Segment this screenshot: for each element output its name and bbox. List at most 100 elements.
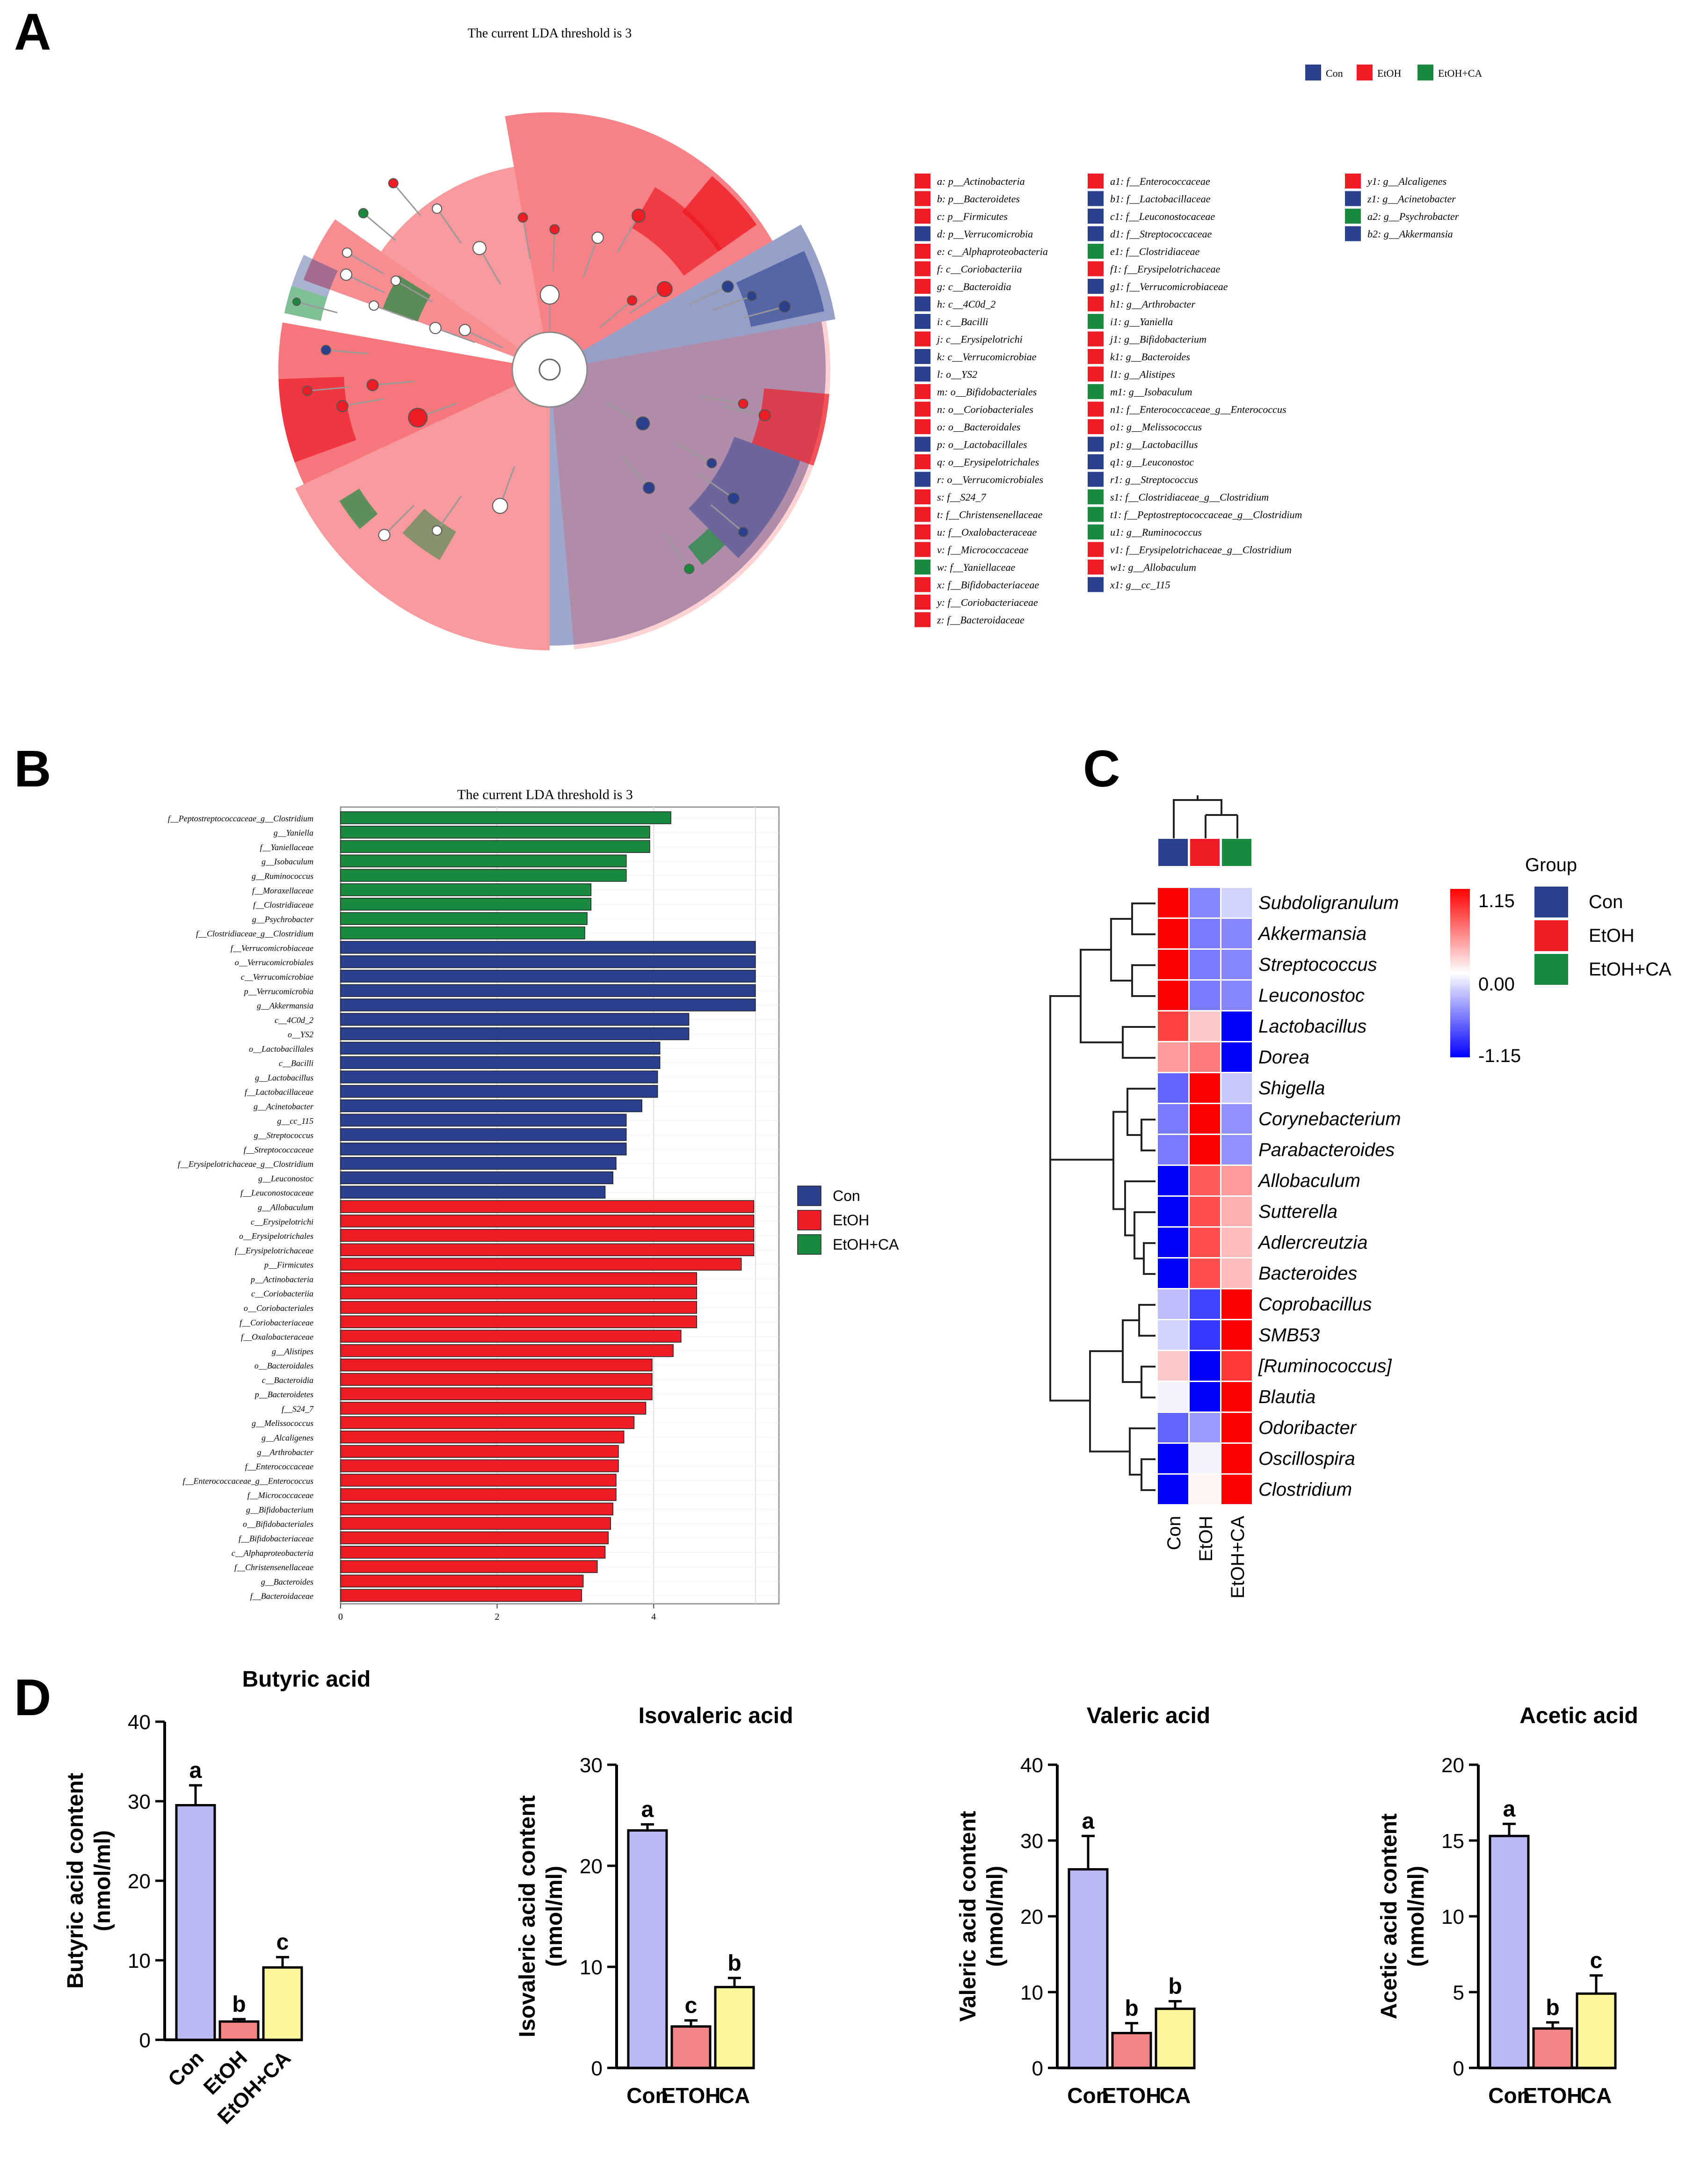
acetic-bar [1576, 1992, 1617, 2069]
clade-node [390, 276, 401, 286]
cladogram-key-label: m1: g__Isobaculum [1110, 386, 1192, 398]
heatmap-cell [1190, 950, 1220, 979]
lda-bar-label: f__Lactobacillaceae [245, 1087, 313, 1097]
lda-bar-label: c__Bacteroidia [262, 1375, 313, 1385]
heatmap-row-label: Coprobacillus [1258, 1294, 1372, 1315]
butyric-bar [175, 1804, 216, 2041]
butyric-y-label-unit: (nmol/ml) [90, 1830, 115, 1931]
cladogram-key-swatch [1345, 174, 1361, 189]
clade-branch [342, 398, 384, 407]
clade-branch [522, 217, 531, 259]
clade-node [358, 208, 369, 218]
lda-bar [340, 1171, 614, 1185]
heatmap-cell [1158, 1413, 1188, 1442]
cladogram-key-swatch [915, 577, 930, 592]
acetic-y-tick-label: 5 [1453, 1981, 1464, 2004]
lda-legend-label: EtOH+CA [833, 1236, 899, 1253]
cladogram-key-swatch [1088, 384, 1104, 399]
lda-bar-label: f__Clostridiaceae_g__Clostridium [196, 929, 313, 939]
valeric-title: Valeric acid [1087, 1703, 1210, 1728]
isovaleric-y-tick-label: 30 [580, 1754, 603, 1777]
clade-node [292, 298, 301, 306]
butyric-y-tick-label: 20 [128, 1870, 151, 1893]
heatmap-row-label: Bacteroides [1258, 1263, 1357, 1284]
heatmap-cell [1221, 1444, 1252, 1473]
heatmap-cell [1190, 1289, 1220, 1319]
cladogram-key-swatch [915, 507, 930, 522]
heatmap-cell [1221, 1320, 1252, 1350]
cladogram-key-swatch [1088, 314, 1104, 329]
heatmap-cell [1221, 1259, 1252, 1288]
lda-bar-label: g__Alcaligenes [262, 1433, 313, 1442]
legend-swatch [1417, 65, 1433, 80]
clade-node [591, 232, 604, 244]
lda-bar [340, 1258, 742, 1271]
clade-node [643, 481, 655, 494]
clade-sector-bacilli [550, 321, 826, 646]
butyric-bar [218, 2020, 260, 2041]
cladogram-key-label: o: o__Bacteroidales [937, 421, 1020, 433]
clade-node [458, 324, 471, 336]
lda-x-tick-label: 2 [495, 1612, 500, 1622]
butyric-chart: Butyric acid 0 10 20 30 40 Butyric acid conten… [63, 1667, 371, 2129]
heatmap-row-label: Lactobacillus [1258, 1016, 1366, 1037]
heatmap-cell [1190, 1259, 1220, 1288]
valeric-bar [1155, 2008, 1196, 2069]
lda-bar [340, 1517, 611, 1530]
clade-node [369, 300, 379, 311]
cladogram-key-swatch [1088, 560, 1104, 575]
lda-bar-label: g__Acinetobacter [254, 1102, 314, 1111]
panel-b-lda-chart: The current LDA threshold is 3 f__Peptost… [168, 787, 899, 1622]
acetic-sig-letter: c [1590, 1948, 1603, 1973]
clade-sector-allobaculum [278, 377, 356, 463]
isovaleric-x-label: Con [626, 2083, 668, 2108]
lda-bar [340, 1027, 690, 1040]
lda-bar-label: f__Bifidobacteriaceae [239, 1534, 313, 1543]
lda-bar-label: g__Melissococcus [252, 1419, 313, 1428]
clade-sector-bacteroidetes [505, 112, 773, 370]
lda-bar-label: g__Akkermansia [257, 1001, 313, 1011]
cladogram-key-swatch [1088, 489, 1104, 504]
cladogram-key-swatch [1345, 209, 1361, 224]
lda-bar-label: g__Streptococcus [254, 1131, 313, 1140]
cladogram-key-label: o1: g__Melissococcus [1110, 421, 1202, 433]
lda-legend-label: Con [833, 1187, 860, 1204]
cladogram-key-label: u1: g__Ruminococcus [1110, 526, 1202, 538]
clade-sector-yaniella [382, 275, 431, 322]
lda-bar-label: f__Oxalobacteraceae [241, 1332, 313, 1342]
clade-branch [664, 534, 690, 569]
heatmap-cell [1158, 1011, 1188, 1041]
heatmap-row-label: Sutterella [1258, 1201, 1337, 1222]
heatmap-cell [1158, 1042, 1188, 1072]
clade-sector-akkermansia [736, 251, 824, 327]
lda-bar-label: c__Verrucomicrobiae [241, 972, 313, 982]
cladogram-key-swatch [915, 191, 930, 206]
lda-bar-label: g__Isobaculum [262, 857, 313, 866]
legend-swatch [1357, 65, 1373, 80]
clade-branch [384, 504, 415, 536]
lda-x-tick-label: 0 [338, 1612, 343, 1622]
lda-bar [340, 1200, 755, 1213]
clade-node [684, 563, 695, 574]
heatmap-cell [1221, 1413, 1252, 1442]
clade-sector-bacilli-tint [550, 320, 830, 649]
lda-bar-label: p__Firmicutes [263, 1260, 313, 1270]
legend-swatch [1305, 65, 1321, 80]
heatmap-row-label: Akkermansia [1257, 924, 1366, 944]
butyric-y-tick-label: 30 [128, 1790, 151, 1813]
lda-bar-label: g__Alistipes [272, 1346, 313, 1356]
clade-sector-erysipelo [278, 322, 550, 485]
lda-bar-label: f__Leuconostocaceae [240, 1188, 313, 1198]
heatmap-legend-swatch [1534, 920, 1568, 951]
butyric-sig-letter: a [189, 1758, 202, 1783]
heatmap-row-label: Dorea [1258, 1047, 1309, 1068]
clade-sector-ruminococcus [688, 528, 725, 565]
lda-bar-label: f__Peptostreptococcaceae_g__Clostridium [168, 814, 313, 823]
lda-bar [340, 1142, 627, 1156]
heatmap-row-label: [Ruminococcus] [1258, 1356, 1392, 1376]
lda-bar-label: c__Bacilli [279, 1059, 313, 1068]
heatmap-cell [1158, 1197, 1188, 1226]
cladogram-key-label: j: c__Erysipelotrichi [936, 334, 1023, 345]
cladogram-key-swatch [1088, 226, 1104, 241]
acetic-sig-letter: a [1503, 1797, 1516, 1821]
